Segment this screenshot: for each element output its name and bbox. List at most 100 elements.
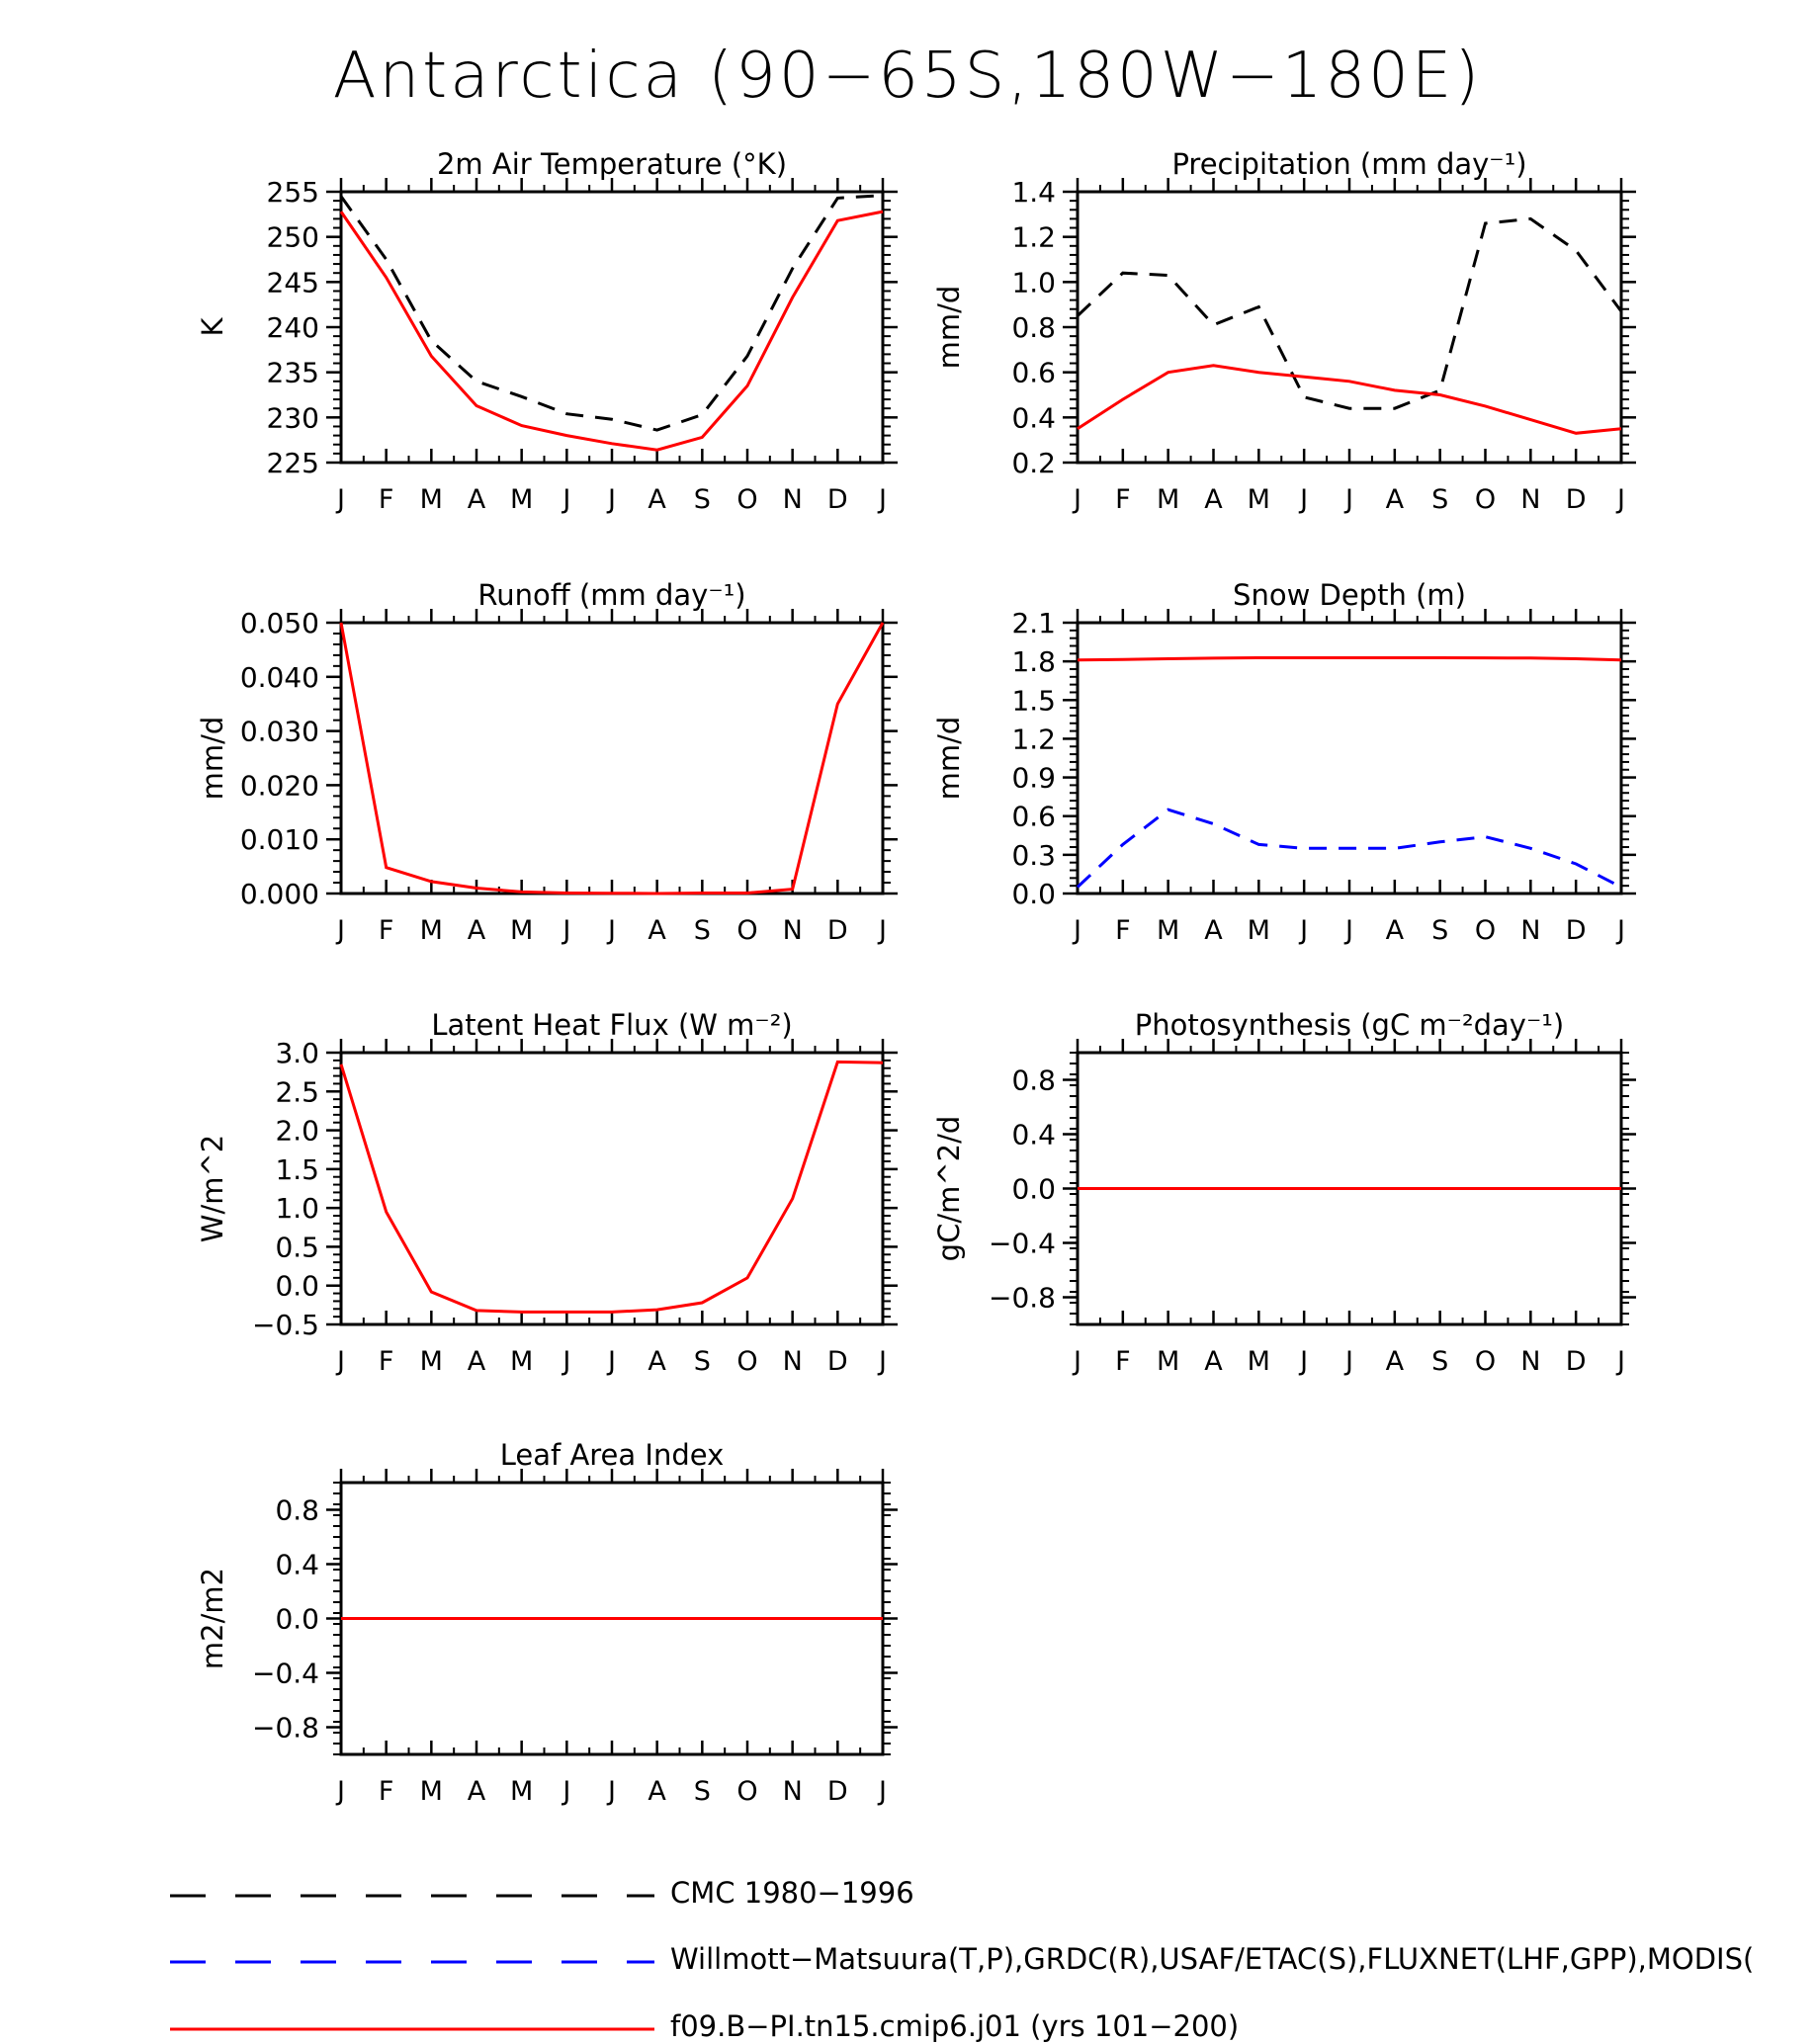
x-tick-label: J (606, 1776, 616, 1807)
x-tick-label: J (561, 484, 570, 515)
y-tick-label: 250 (267, 221, 319, 254)
y-tick-label: −0.8 (989, 1282, 1056, 1315)
x-tick-label: S (1431, 1346, 1448, 1377)
series-line-model (339, 1060, 884, 1314)
y-tick-label: −0.5 (252, 1309, 319, 1341)
series-line-model (1077, 364, 1622, 435)
x-tick-label: S (694, 915, 711, 946)
y-axis-label: gC/m^2/d (932, 1116, 966, 1262)
x-tick-label: F (379, 1346, 394, 1377)
y-tick-label: 0.9 (1011, 762, 1056, 795)
x-tick-label: M (1248, 484, 1270, 515)
y-tick-label: 0.0 (1011, 1173, 1056, 1206)
x-tick-label: J (335, 1776, 345, 1807)
x-tick-label: M (420, 1776, 443, 1807)
series-line-model (1077, 656, 1622, 662)
y-tick-label: 0.040 (240, 661, 319, 694)
y-tick-label: 2.1 (1011, 607, 1056, 639)
x-tick-label: M (510, 1776, 533, 1807)
y-axis-label: W/m^2 (196, 1135, 229, 1242)
y-tick-label: 0.6 (1011, 801, 1056, 833)
x-tick-label: J (1298, 1346, 1308, 1377)
x-tick-label: O (736, 1346, 757, 1377)
x-tick-label: J (1072, 484, 1081, 515)
x-tick-label: S (1431, 484, 1448, 515)
x-tick-label: J (561, 1776, 570, 1807)
x-tick-label: A (1204, 484, 1223, 515)
y-axis-label: K (196, 317, 229, 337)
y-tick-label: 0.4 (275, 1549, 319, 1581)
y-axis-label: m2/m2 (196, 1568, 229, 1669)
y-tick-label: 1.2 (1011, 221, 1056, 254)
series-line-cmc (1076, 216, 1623, 410)
x-tick-label: J (1072, 915, 1081, 946)
x-tick-label: D (1566, 484, 1587, 515)
chart-title: Leaf Area Index (500, 1438, 724, 1472)
y-tick-label: −0.8 (252, 1712, 319, 1745)
x-tick-label: F (379, 484, 394, 515)
x-tick-label: F (1115, 915, 1131, 946)
x-tick-label: A (1386, 1346, 1405, 1377)
x-tick-label: S (694, 1776, 711, 1807)
x-tick-label: M (420, 484, 443, 515)
x-tick-label: J (335, 1346, 345, 1377)
x-tick-label: M (420, 1346, 443, 1377)
y-axis-label: mm/d (932, 286, 966, 370)
y-tick-label: 0.000 (240, 878, 319, 910)
x-tick-label: M (1157, 484, 1179, 515)
x-tick-label: A (648, 915, 666, 946)
y-tick-label: 0.6 (1011, 357, 1056, 389)
x-tick-label: S (694, 484, 711, 515)
y-tick-label: 1.0 (275, 1192, 319, 1225)
x-tick-label: F (1115, 484, 1131, 515)
x-tick-label: J (561, 915, 570, 946)
x-tick-label: O (1475, 915, 1496, 946)
page-title: Antarctica (90−65S,180W−180E) (332, 40, 1483, 113)
x-tick-label: D (827, 1776, 848, 1807)
x-tick-label: J (606, 484, 616, 515)
y-tick-label: 0.0 (275, 1270, 319, 1303)
x-tick-label: F (379, 1776, 394, 1807)
x-tick-label: M (1248, 915, 1270, 946)
x-tick-label: A (468, 1776, 486, 1807)
series-line-cmc (339, 194, 884, 432)
chart-panel-6: J F M A M J J A S O N D J−0.8−0.40.00.40.8Photosynth… (932, 1008, 1636, 1377)
x-tick-label: J (606, 915, 616, 946)
x-tick-label: N (1520, 1346, 1540, 1377)
legend-label-obs: Willmott−Matsuura(T,P),GRDC(R),USAF/ETAC… (670, 1942, 1755, 1976)
x-tick-label: A (1386, 484, 1405, 515)
x-tick-label: J (335, 915, 345, 946)
x-tick-label: O (736, 484, 757, 515)
plot-frame (339, 1051, 885, 1326)
x-tick-label: S (694, 1346, 711, 1377)
y-tick-label: 1.8 (1011, 645, 1056, 678)
legend-label-model: f09.B−PI.tn15.cmip6.j01 (yrs 101−200) (670, 2009, 1240, 2043)
y-tick-label: 1.5 (275, 1153, 319, 1186)
x-tick-label: M (420, 915, 443, 946)
x-tick-label: O (736, 915, 757, 946)
y-tick-label: 0.8 (1011, 1065, 1056, 1097)
x-tick-label: M (1248, 1346, 1270, 1377)
x-tick-label: A (468, 915, 486, 946)
chart-panel-5: J F M A M J J A S O N D J−0.50.00.51.01.52.02.53.0La… (196, 1008, 898, 1377)
y-tick-label: 240 (267, 311, 319, 344)
y-tick-label: 1.2 (1011, 723, 1056, 755)
x-tick-label: N (783, 484, 803, 515)
x-tick-label: J (877, 484, 887, 515)
y-tick-label: 3.0 (275, 1037, 319, 1069)
y-tick-label: 0.0 (1011, 878, 1056, 910)
x-tick-label: J (561, 1346, 570, 1377)
x-tick-label: M (510, 484, 533, 515)
x-tick-label: J (335, 484, 345, 515)
x-tick-label: F (1115, 1346, 1131, 1377)
x-tick-label: M (1157, 1346, 1179, 1377)
x-tick-label: J (1298, 915, 1308, 946)
y-tick-label: 245 (267, 266, 319, 298)
series-line-obs (1076, 808, 1622, 889)
chart-title: Latent Heat Flux (W m⁻²) (431, 1008, 792, 1042)
x-tick-label: N (783, 915, 803, 946)
x-tick-label: J (1615, 915, 1625, 946)
x-tick-label: O (1475, 1346, 1496, 1377)
x-tick-label: A (1204, 1346, 1223, 1377)
